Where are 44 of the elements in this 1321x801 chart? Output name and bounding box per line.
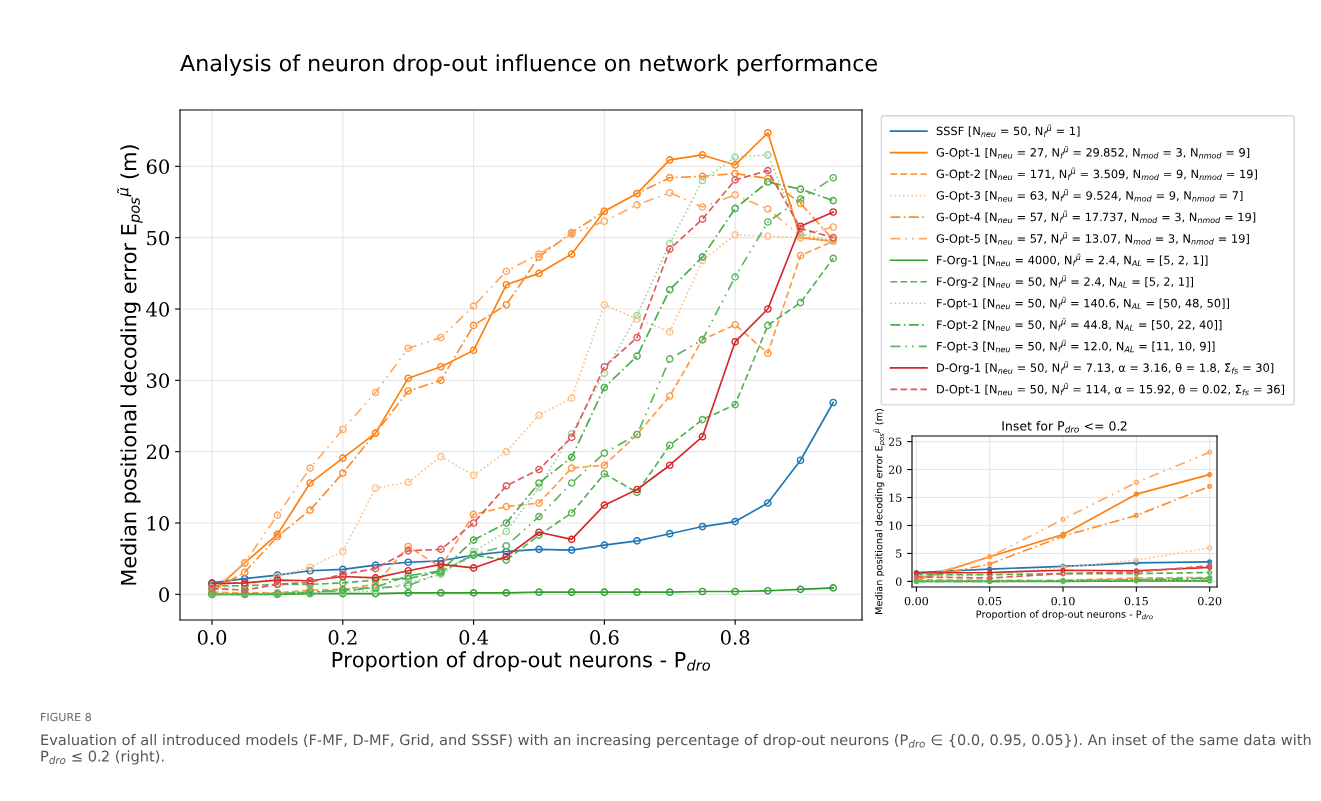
y-tick-label: 50 — [147, 230, 169, 246]
chart-title: Analysis of neuron drop-out influence on network performance — [180, 54, 877, 76]
y-tick-label: 60 — [146, 159, 169, 175]
y-tick-label: 15 — [889, 493, 902, 502]
x-axis-title: Proportion of drop-out neurons - P$_{dro}$ — [976, 610, 1153, 620]
x-axis-title: Proportion of drop-out neurons - P$_{dro}$ — [332, 651, 710, 672]
y-tick-label: 0 — [159, 587, 169, 602]
y-tick-label: 20 — [888, 465, 902, 474]
x-tick-label: 0.00 — [904, 596, 929, 606]
text: G-Opt-4 [N$_{neu}$ = 57, N$_{f}$$^{μ̃}$ = 17.737, N$_{mod}$ = 3, N$_{nmod}$ = 19] — [936, 210, 1256, 224]
legend-label: D-Opt-1 [N$_{neu}$ = 50, N$_{f}$$^{μ̃}$ = 114, α = 15.92, θ = 0.02, Σ̄$_{fs}$ = 36] — [937, 382, 1285, 396]
text: G-Opt-5 [N$_{neu}$ = 57, N$_{f}$$^{μ̃}$ = 13.07, N$_{mod}$ = 3, N$_{nmod}$ = 19] — [936, 232, 1249, 246]
y-axis-title: Median positional decoding error E$_{pos}$$^{μ̃}$ (m) — [116, 145, 143, 585]
y-tick-label: 40 — [146, 301, 169, 317]
y-tick-label: 25 — [888, 437, 902, 446]
legend-label: F-Org-1 [N$_{neu}$ = 4000, N$_{f}$$^{μ̃}$ = 2.4, N$_{AL}$ = [5, 2, 1]] — [937, 253, 1208, 267]
text: G-Opt-2 [N$_{neu}$ = 171, N$_{f}$$^{μ̃}$ = 3.509, N$_{mod}$ = 9, N$_{nmod}$ = 19] — [936, 167, 1257, 181]
x-tick-label: 0.15 — [1124, 596, 1148, 606]
y-tick-label: 30 — [147, 373, 169, 388]
x-tick-label: 0.8 — [720, 630, 750, 645]
y-tick-label: 5 — [896, 549, 902, 558]
legend-label: SSSF [N$_{neu}$ = 50, N$_{f}$$^{μ̃}$ = 1] — [936, 124, 1080, 138]
x-tick-label: 0.10 — [1051, 596, 1075, 606]
y-tick-label: 20 — [146, 444, 169, 460]
x-tick-label: 0.2 — [328, 630, 357, 645]
text: Evaluation of all introduced models (F-MF, D-MF, Grid, and SSSF) with an increasing percentage of drop-out neurons (P$_{dro}$ ∈ {0.0, 0.95, 0.05}). An inset of the same data with P$_{dro}$ ≤ 0.2 (right). — [41, 734, 1311, 765]
x-tick-label: 0.0 — [197, 630, 227, 645]
legend-label: F-Opt-3 [N$_{neu}$ = 50, N$_{f}$$^{μ̃}$ = 12.0, N$_{AL}$ = [11, 10, 9]] — [937, 339, 1215, 353]
x-tick-label: 0.4 — [459, 630, 489, 645]
y-tick-label: 10 — [889, 521, 902, 530]
text: G-Opt-1 [N$_{neu}$ = 27, N$_{f}$$^{μ̃}$ = 29.852, N$_{mod}$ = 3, N$_{nmod}$ = 9] — [936, 145, 1250, 159]
legend-label: F-Opt-2 [N$_{neu}$ = 50, N$_{f}$$^{μ̃}$ = 44.8, N$_{AL}$ = [50, 22, 40]] — [937, 318, 1222, 332]
x-tick-label: 0.6 — [590, 630, 619, 645]
text: G-Opt-3 [N$_{neu}$ = 63, N$_{f}$$^{μ̃}$ = 9.524, N$_{mod}$ = 9, N$_{nmod}$ = 7] — [936, 189, 1243, 202]
legend-label: F-Org-2 [N$_{neu}$ = 50, N$_{f}$$^{μ̃}$ = 2.4, N$_{AL}$ = [5, 2, 1]] — [937, 275, 1193, 289]
legend-label: F-Opt-1 [N$_{neu}$ = 50, N$_{f}$$^{μ̃}$ = 140.6, N$_{AL}$ = [50, 48, 50]] — [937, 296, 1229, 310]
caption: FIGURE 8 — [41, 712, 91, 722]
x-tick-label: 0.05 — [978, 596, 1002, 606]
y-axis-title: Median positional decoding error E$_{pos}$$^{μ̃}$ (m) — [873, 408, 886, 614]
chart-title: Inset for P$_{dro}$ <= 0.2 — [1002, 420, 1127, 433]
y-tick-label: 10 — [147, 515, 169, 531]
x-tick-label: 0.20 — [1198, 596, 1222, 606]
y-tick-label: 0 — [895, 577, 902, 586]
legend-label: D-Org-1 [N$_{neu}$ = 50, N$_{f}$$^{μ̃}$ = 7.13, α = 3.16, θ = 1.8, Σ̄$_{fs}$ = 30] — [937, 361, 1274, 375]
